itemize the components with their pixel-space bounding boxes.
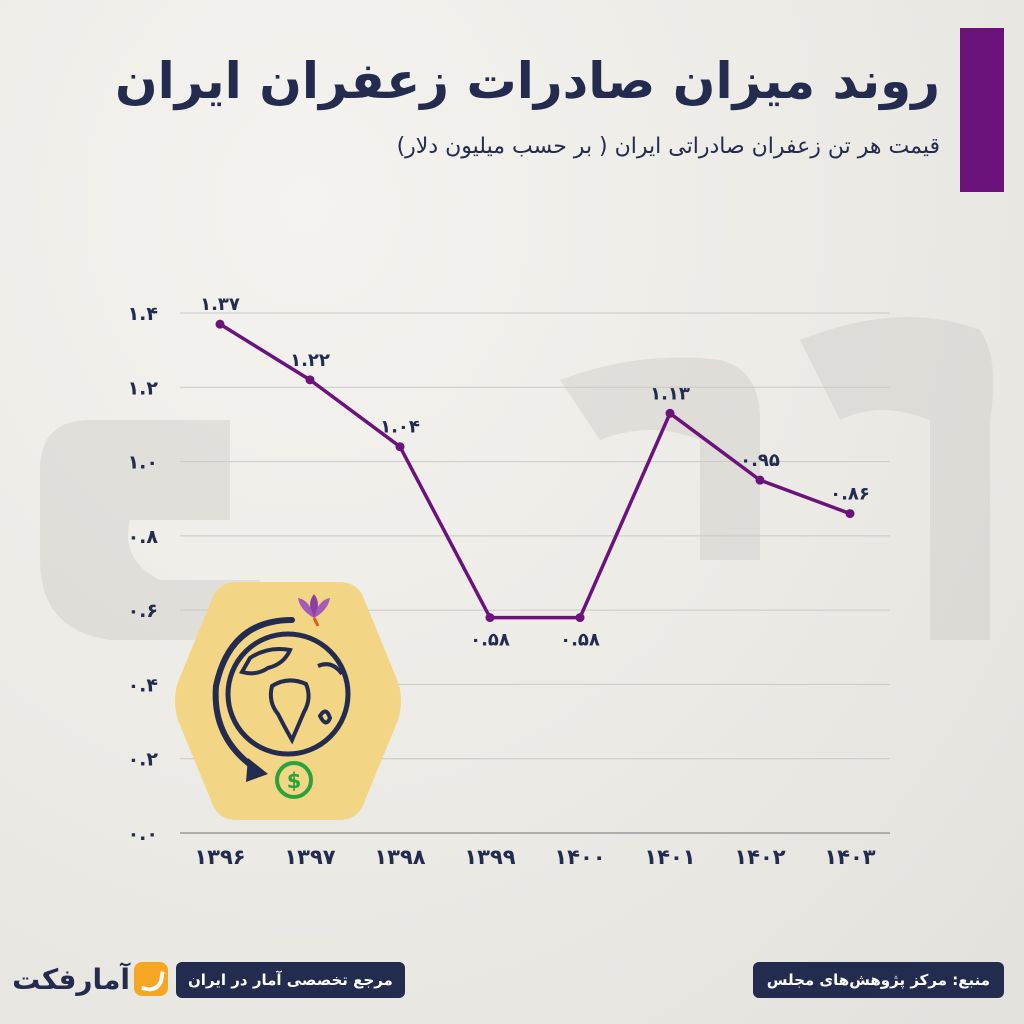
data-point [395, 442, 405, 452]
data-label: ۰.۵۸ [560, 630, 600, 651]
data-label: ۰.۸۶ [830, 484, 870, 505]
footer-source: منبع: مرکز پژوهش‌های مجلس [752, 962, 1004, 998]
data-point [215, 319, 225, 329]
data-point [485, 613, 495, 623]
data-label: ۰.۵۸ [470, 630, 510, 651]
svg-text:$: $ [287, 769, 302, 793]
data-point [575, 613, 585, 623]
dollar-coin-icon: $ [275, 761, 313, 799]
brand-logo-mark-icon [134, 962, 168, 996]
data-label: ۰.۹۵ [740, 450, 780, 471]
x-tick-label: ۱۴۰۱ [644, 845, 695, 869]
series-line [219, 322, 851, 620]
data-point [755, 475, 765, 485]
brand-logo: آمارفکت [12, 956, 168, 1004]
data-point [305, 375, 315, 385]
page-subtitle: قیمت هر تن زعفران صادراتی ایران ( بر حسب… [396, 134, 940, 159]
y-tick-label: ۰.۰ [128, 823, 158, 845]
x-axis-ticks: ۱۳۹۶ ۱۳۹۷ ۱۳۹۸ ۱۳۹۹ ۱۴۰۰ ۱۴۰۱ ۱۴۰۲ ۱۴۰۳ [194, 845, 875, 869]
x-tick-label: ۱۴۰۰ [554, 845, 605, 869]
data-point [845, 509, 855, 519]
data-label: ۱.۰۴ [380, 417, 420, 438]
data-labels: ۱.۳۷ ۱.۲۲ ۱.۰۴ ۰.۵۸ ۰.۵۸ ۱.۱۳ ۰.۹۵ ۰.۸۶ [200, 294, 870, 650]
y-tick-label: ۰.۲ [128, 749, 159, 771]
globe-export-icon: $ [175, 582, 401, 820]
page-title: روند میزان صادرات زعفران ایران [114, 52, 940, 110]
data-label: ۱.۱۳ [650, 383, 690, 404]
x-tick-label: ۱۳۹۹ [464, 845, 515, 869]
saffron-flower-icon [298, 594, 330, 627]
x-tick-label: ۱۳۹۸ [374, 845, 425, 869]
y-tick-label: ۱.۲ [128, 377, 159, 399]
x-tick-label: ۱۳۹۷ [284, 845, 335, 869]
y-tick-label: ۱.۰ [128, 452, 158, 474]
brand-logo-text: آمارفکت [12, 963, 130, 996]
y-tick-label: ۰.۴ [128, 674, 158, 696]
data-point [665, 408, 675, 418]
data-points [215, 319, 855, 623]
y-axis-ticks: ۰.۰ ۰.۲ ۰.۴ ۰.۶ ۰.۸ ۱.۰ ۱.۲ ۱.۴ [128, 303, 159, 845]
title-accent-bar [960, 28, 1004, 192]
data-label: ۱.۳۷ [200, 294, 240, 315]
footer-tagline: مرجع تخصصی آمار در ایران [176, 962, 405, 998]
data-label: ۱.۲۲ [290, 350, 330, 371]
y-tick-label: ۰.۶ [128, 600, 158, 622]
x-tick-label: ۱۴۰۳ [824, 845, 875, 869]
x-tick-label: ۱۳۹۶ [194, 845, 245, 869]
x-tick-label: ۱۴۰۲ [734, 845, 785, 869]
y-tick-label: ۰.۸ [128, 526, 159, 548]
y-tick-label: ۱.۴ [128, 303, 158, 325]
